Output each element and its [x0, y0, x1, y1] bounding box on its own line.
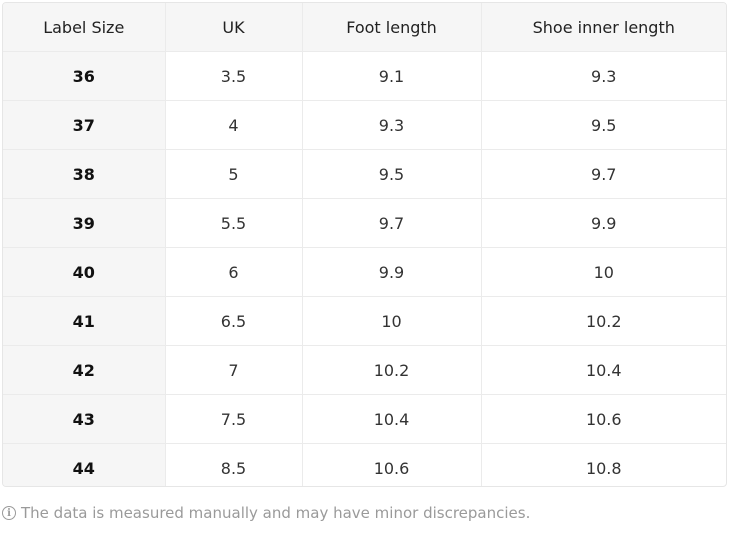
label-size-cell: 43 — [3, 394, 166, 444]
table-row: 39 5.5 9.7 9.9 — [3, 198, 726, 248]
shoe-inner-length-cell: 10.4 — [481, 345, 726, 395]
shoe-inner-length-cell: 10 — [481, 247, 726, 297]
table-row: 44 8.5 10.6 10.8 — [3, 443, 726, 486]
uk-cell: 7.5 — [165, 394, 303, 444]
label-size-cell: 39 — [3, 198, 166, 248]
label-size-cell: 41 — [3, 296, 166, 346]
shoe-inner-length-cell: 10.8 — [585, 458, 622, 478]
table-row: 37 4 9.3 9.5 — [3, 100, 726, 150]
header-label-size: Label Size — [3, 3, 166, 52]
header-shoe-inner-length: Shoe inner length — [481, 3, 726, 52]
foot-length-cell: 9.5 — [302, 149, 482, 199]
foot-length-cell: 10.4 — [302, 394, 482, 444]
uk-cell: 5 — [165, 149, 303, 199]
uk-cell: 7 — [165, 345, 303, 395]
foot-length-cell: 9.1 — [302, 51, 482, 101]
table-row: 40 6 9.9 10 — [3, 247, 726, 297]
table-row: 36 3.5 9.1 9.3 — [3, 51, 726, 101]
shoe-inner-length-cell: 10.2 — [481, 296, 726, 346]
measurement-note-text: The data is measured manually and may ha… — [21, 504, 531, 522]
size-table: Label Size UK Foot length Shoe inner len… — [3, 3, 726, 486]
foot-length-cell: 10 — [302, 296, 482, 346]
label-size-cell: 44 — [3, 443, 166, 486]
info-icon: i — [2, 506, 16, 520]
uk-cell: 6 — [165, 247, 303, 297]
label-size-cell: 40 — [3, 247, 166, 297]
shoe-inner-length-cell: 9.9 — [481, 198, 726, 248]
label-size-cell: 36 — [3, 51, 166, 101]
foot-length-cell: 9.3 — [302, 100, 482, 150]
foot-length-cell: 9.9 — [302, 247, 482, 297]
uk-cell: 4 — [165, 100, 303, 150]
table-row: 41 6.5 10 10.2 — [3, 296, 726, 346]
foot-length-cell: 10.2 — [302, 345, 482, 395]
uk-cell: 5.5 — [165, 198, 303, 248]
header-uk: UK — [165, 3, 303, 52]
foot-length-cell: 10.6 — [302, 443, 482, 486]
label-size-cell: 42 — [3, 345, 166, 395]
header-foot-length: Foot length — [302, 3, 482, 52]
label-size-cell: 37 — [3, 100, 166, 150]
table-header-row: Label Size UK Foot length Shoe inner len… — [3, 3, 726, 52]
shoe-inner-length-cell: 9.3 — [481, 51, 726, 101]
size-chart-table: Label Size UK Foot length Shoe inner len… — [2, 2, 727, 487]
uk-cell: 6.5 — [165, 296, 303, 346]
table-row: 38 5 9.5 9.7 — [3, 149, 726, 199]
shoe-inner-length-cell: 9.7 — [481, 149, 726, 199]
shoe-inner-length-cell: 9.5 — [481, 100, 726, 150]
label-size-cell: 38 — [3, 149, 166, 199]
measurement-note: i The data is measured manually and may … — [2, 504, 530, 522]
foot-length-cell: 9.7 — [302, 198, 482, 248]
table-row: 43 7.5 10.4 10.6 — [3, 394, 726, 444]
table-row: 42 7 10.2 10.4 — [3, 345, 726, 395]
uk-cell: 8.5 — [165, 443, 303, 486]
uk-cell: 3.5 — [165, 51, 303, 101]
shoe-inner-length-cell: 10.6 — [481, 394, 726, 444]
